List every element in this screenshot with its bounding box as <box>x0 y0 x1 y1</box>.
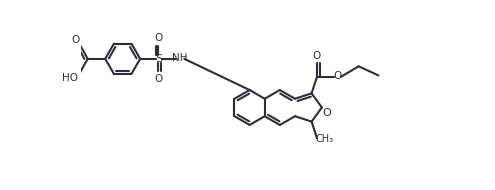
Text: O: O <box>154 33 162 44</box>
Text: NH: NH <box>172 53 188 63</box>
Text: O: O <box>154 74 162 84</box>
Text: O: O <box>333 71 342 81</box>
Text: CH₃: CH₃ <box>315 135 334 144</box>
Text: O: O <box>71 35 79 45</box>
Text: HO: HO <box>62 73 78 83</box>
Text: S: S <box>155 54 162 64</box>
Text: O: O <box>313 51 321 60</box>
Text: O: O <box>322 108 331 118</box>
